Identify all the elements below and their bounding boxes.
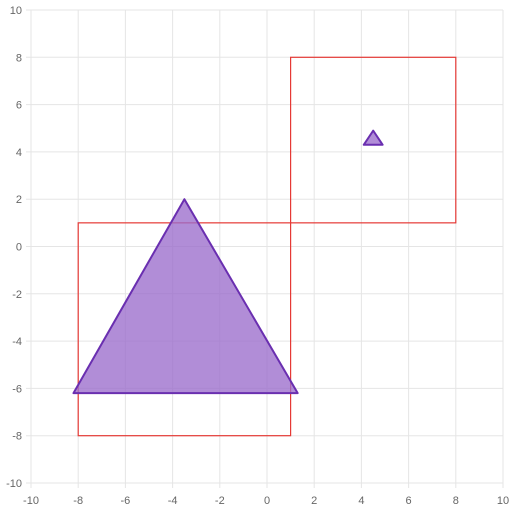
y-tick-label: -4 (12, 336, 22, 348)
y-tick-label: -8 (12, 431, 22, 443)
x-tick-label: -10 (23, 495, 39, 507)
y-tick-label: 0 (16, 242, 22, 254)
x-tick-label: 8 (453, 495, 459, 507)
x-tick-label: 4 (358, 495, 364, 507)
x-tick-label: -2 (215, 495, 225, 507)
triangle-shape (362, 129, 384, 146)
bounding-rectangle (290, 56, 457, 224)
grid (26, 9, 504, 488)
y-tick-label: 4 (16, 147, 22, 159)
x-tick-label: 6 (406, 495, 412, 507)
y-axis-ticks: -10 -8 -6 -4 -2 0 2 4 6 8 10 (6, 5, 22, 490)
x-tick-label: -8 (73, 495, 83, 507)
triangle-shape (72, 198, 299, 395)
x-axis-ticks: -10 -8 -6 -4 -2 0 2 4 6 8 10 (23, 495, 509, 507)
y-tick-label: 10 (10, 5, 22, 17)
y-tick-label: 2 (16, 194, 22, 206)
x-tick-label: -4 (168, 495, 178, 507)
x-tick-label: 10 (497, 495, 509, 507)
triangles (72, 129, 384, 395)
x-tick-label: -6 (121, 495, 131, 507)
x-tick-label: 2 (311, 495, 317, 507)
x-tick-label: 0 (264, 495, 270, 507)
y-tick-label: -2 (12, 289, 22, 301)
y-tick-label: -10 (6, 478, 22, 490)
y-tick-label: 8 (16, 52, 22, 64)
y-tick-label: -6 (12, 383, 22, 395)
y-tick-label: 6 (16, 100, 22, 112)
